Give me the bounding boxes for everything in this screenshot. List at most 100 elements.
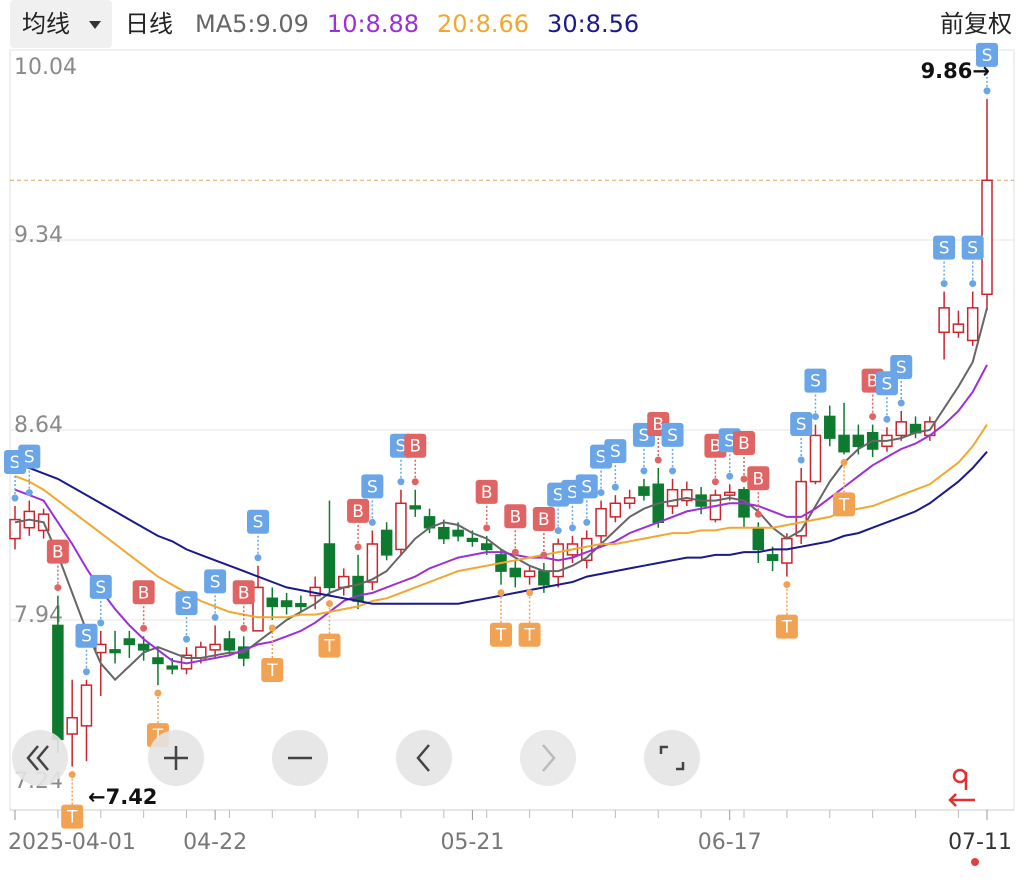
prev-icon[interactable] bbox=[416, 744, 430, 772]
signal-badge bbox=[132, 580, 155, 605]
signal-badge bbox=[504, 504, 527, 529]
signal-dot bbox=[940, 280, 948, 288]
signal-label: S bbox=[610, 442, 621, 462]
signal-badge bbox=[933, 235, 956, 260]
x-tick-label: 04-22 bbox=[183, 830, 247, 855]
signal-dot bbox=[726, 472, 734, 480]
signal-label: B bbox=[738, 434, 750, 454]
candle-body bbox=[824, 415, 836, 439]
first-icon[interactable] bbox=[26, 745, 49, 771]
signal-label: S bbox=[639, 426, 650, 446]
y-tick-label: 10.04 bbox=[14, 55, 77, 80]
signal-badge bbox=[604, 439, 627, 464]
signal-badge bbox=[890, 355, 913, 379]
max-value: 9.86 bbox=[921, 59, 973, 83]
signal-dot bbox=[869, 413, 877, 421]
candle-body bbox=[295, 602, 307, 608]
signal-badge bbox=[775, 614, 798, 639]
ma-legend: 20:8.66 bbox=[437, 10, 529, 38]
signal-label: S bbox=[882, 374, 893, 394]
signal-label: S bbox=[581, 477, 592, 497]
candle-body bbox=[66, 716, 78, 735]
candle-body bbox=[981, 179, 993, 296]
signal-label: T bbox=[495, 626, 507, 646]
signal-dot bbox=[897, 399, 905, 407]
signal-dot bbox=[669, 467, 677, 475]
candle-body bbox=[223, 638, 236, 651]
signal-label: S bbox=[253, 513, 264, 533]
dropdown-arrow[interactable] bbox=[89, 21, 101, 29]
candle-body bbox=[609, 502, 622, 518]
signal-badge bbox=[733, 431, 755, 455]
signal-dot bbox=[97, 619, 105, 627]
signal-dot bbox=[568, 524, 576, 532]
reset-icon[interactable] bbox=[659, 745, 685, 771]
signal-dot bbox=[969, 280, 977, 288]
ma-legend-name: 30: bbox=[547, 10, 586, 38]
signal-label: B bbox=[652, 415, 664, 435]
zoom-in-icon[interactable] bbox=[164, 746, 188, 770]
signal-label: B bbox=[409, 437, 421, 457]
signal-label: S bbox=[982, 46, 993, 66]
signal-badge bbox=[976, 42, 998, 67]
signal-badge bbox=[833, 492, 856, 517]
candle-body bbox=[280, 600, 293, 608]
indicator-label[interactable]: 均线 bbox=[22, 10, 70, 38]
signal-dot bbox=[483, 524, 491, 532]
signal-badge bbox=[961, 235, 984, 260]
signal-dot bbox=[797, 456, 805, 464]
signal-badge bbox=[175, 591, 198, 616]
indicator-dropdown[interactable] bbox=[10, 0, 112, 48]
signal-label: S bbox=[967, 239, 978, 259]
ma-legend-name: 10: bbox=[327, 10, 366, 38]
signal-badge bbox=[475, 479, 498, 504]
reset-button[interactable] bbox=[644, 730, 700, 786]
min-arrow: ← bbox=[88, 785, 106, 809]
ma-legend-name: 20: bbox=[437, 10, 476, 38]
signal-badge bbox=[361, 474, 384, 499]
signal-dot bbox=[583, 518, 591, 526]
signal-label: B bbox=[352, 502, 364, 522]
next-icon[interactable] bbox=[542, 744, 556, 772]
signal-badge bbox=[318, 633, 341, 658]
candle-body bbox=[166, 665, 178, 670]
signal-dot bbox=[597, 489, 605, 497]
ma-legend-value: 8.66 bbox=[476, 10, 529, 38]
first-button[interactable] bbox=[12, 730, 68, 786]
candle-body bbox=[266, 597, 279, 608]
signal-label: S bbox=[553, 486, 564, 506]
candle-body bbox=[595, 507, 607, 537]
signal-dot bbox=[11, 494, 19, 502]
signal-label: B bbox=[509, 507, 521, 527]
candle-body bbox=[666, 488, 679, 507]
signal-dot bbox=[325, 600, 333, 608]
jump-icon-ring[interactable] bbox=[952, 768, 968, 784]
signal-dot bbox=[783, 581, 791, 589]
jump-icon-arrow[interactable] bbox=[948, 772, 975, 807]
adjust-label[interactable]: 前复权 bbox=[940, 10, 1012, 38]
candle-body bbox=[438, 526, 450, 540]
signal-label: T bbox=[523, 626, 535, 646]
signal-label: S bbox=[596, 448, 607, 468]
candle-body bbox=[123, 638, 136, 646]
signal-dot bbox=[654, 456, 662, 464]
candle-body bbox=[9, 518, 21, 540]
x-tick-label: 2025-04-01 bbox=[8, 830, 136, 855]
next-button[interactable] bbox=[520, 730, 576, 786]
prev-button[interactable] bbox=[396, 730, 452, 786]
signal-dot bbox=[497, 589, 505, 597]
signal-label: B bbox=[52, 543, 64, 563]
candle-body bbox=[781, 537, 793, 564]
jump-icon[interactable] bbox=[948, 768, 975, 807]
ma-line bbox=[14, 424, 988, 619]
signal-label: T bbox=[323, 637, 335, 657]
signal-label: S bbox=[667, 426, 678, 446]
min-value: 7.42 bbox=[106, 785, 158, 809]
signal-label: S bbox=[567, 483, 578, 503]
signal-badge bbox=[204, 569, 227, 594]
x-tick-label: 07-11 bbox=[948, 830, 1012, 855]
signal-badge bbox=[804, 368, 827, 393]
candle-body bbox=[452, 529, 464, 537]
signal-label: S bbox=[210, 572, 221, 592]
